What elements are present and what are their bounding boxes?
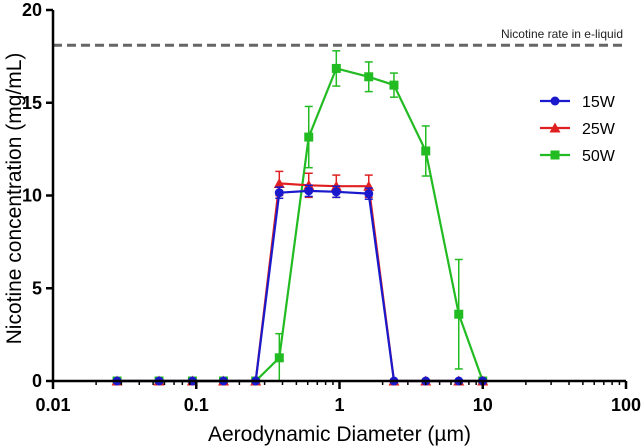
series-50w	[112, 50, 488, 386]
data-point-50w	[364, 72, 374, 82]
y-tick-label: 10	[22, 186, 42, 206]
legend-item-25w: 25W	[540, 121, 616, 138]
series-group	[111, 50, 489, 386]
x-tick-label: 0.1	[184, 395, 209, 415]
y-tick-label: 0	[32, 371, 42, 391]
legend-item-50w: 50W	[540, 148, 616, 165]
legend: 15W 25W 50W	[540, 94, 616, 165]
x-tick-label: 100	[611, 395, 641, 415]
reference-line-group: Nicotine rate in e-liquid	[53, 27, 626, 47]
data-point-25w	[273, 177, 285, 188]
y-tick-label: 5	[32, 278, 42, 298]
data-point-50w	[389, 80, 399, 90]
data-point-50w	[304, 132, 314, 142]
legend-item-15w: 15W	[540, 94, 616, 111]
data-point-50w	[274, 353, 284, 363]
legend-marker-25w	[549, 122, 561, 133]
data-point-50w	[421, 146, 431, 156]
series-line-15w	[117, 189, 483, 383]
y-axis-title: Nicotine concentration (mg/mL)	[3, 53, 26, 345]
data-point-15w	[274, 188, 284, 198]
legend-marker-15w	[550, 96, 560, 106]
legend-label-25w: 25W	[582, 121, 616, 138]
x-tick-label: 10	[473, 395, 493, 415]
legend-label-15w: 15W	[582, 94, 616, 111]
series-line-50w	[117, 67, 484, 383]
data-point-15w	[304, 186, 314, 196]
series-line-25w	[117, 182, 483, 383]
nicotine-rate-reference-label: Nicotine rate in e-liquid	[501, 27, 623, 41]
data-point-15w	[331, 187, 341, 197]
y-tick-label: 20	[22, 0, 42, 20]
data-point-50w	[331, 63, 341, 73]
x-axis-ticks: 0.01 0.1 1 10 100	[35, 381, 641, 415]
y-axis-ticks: 0 5 10 15 20	[22, 0, 53, 391]
legend-marker-50w	[550, 150, 560, 160]
data-point-15w	[364, 189, 374, 199]
x-tick-label: 1	[334, 395, 344, 415]
data-point-50w	[454, 309, 464, 319]
legend-label-50w: 50W	[582, 148, 616, 165]
x-tick-label: 0.01	[35, 395, 70, 415]
series-15w	[112, 184, 488, 386]
x-axis-title: Aerodynamic Diameter (µm)	[208, 423, 471, 446]
y-tick-label: 15	[22, 93, 42, 113]
